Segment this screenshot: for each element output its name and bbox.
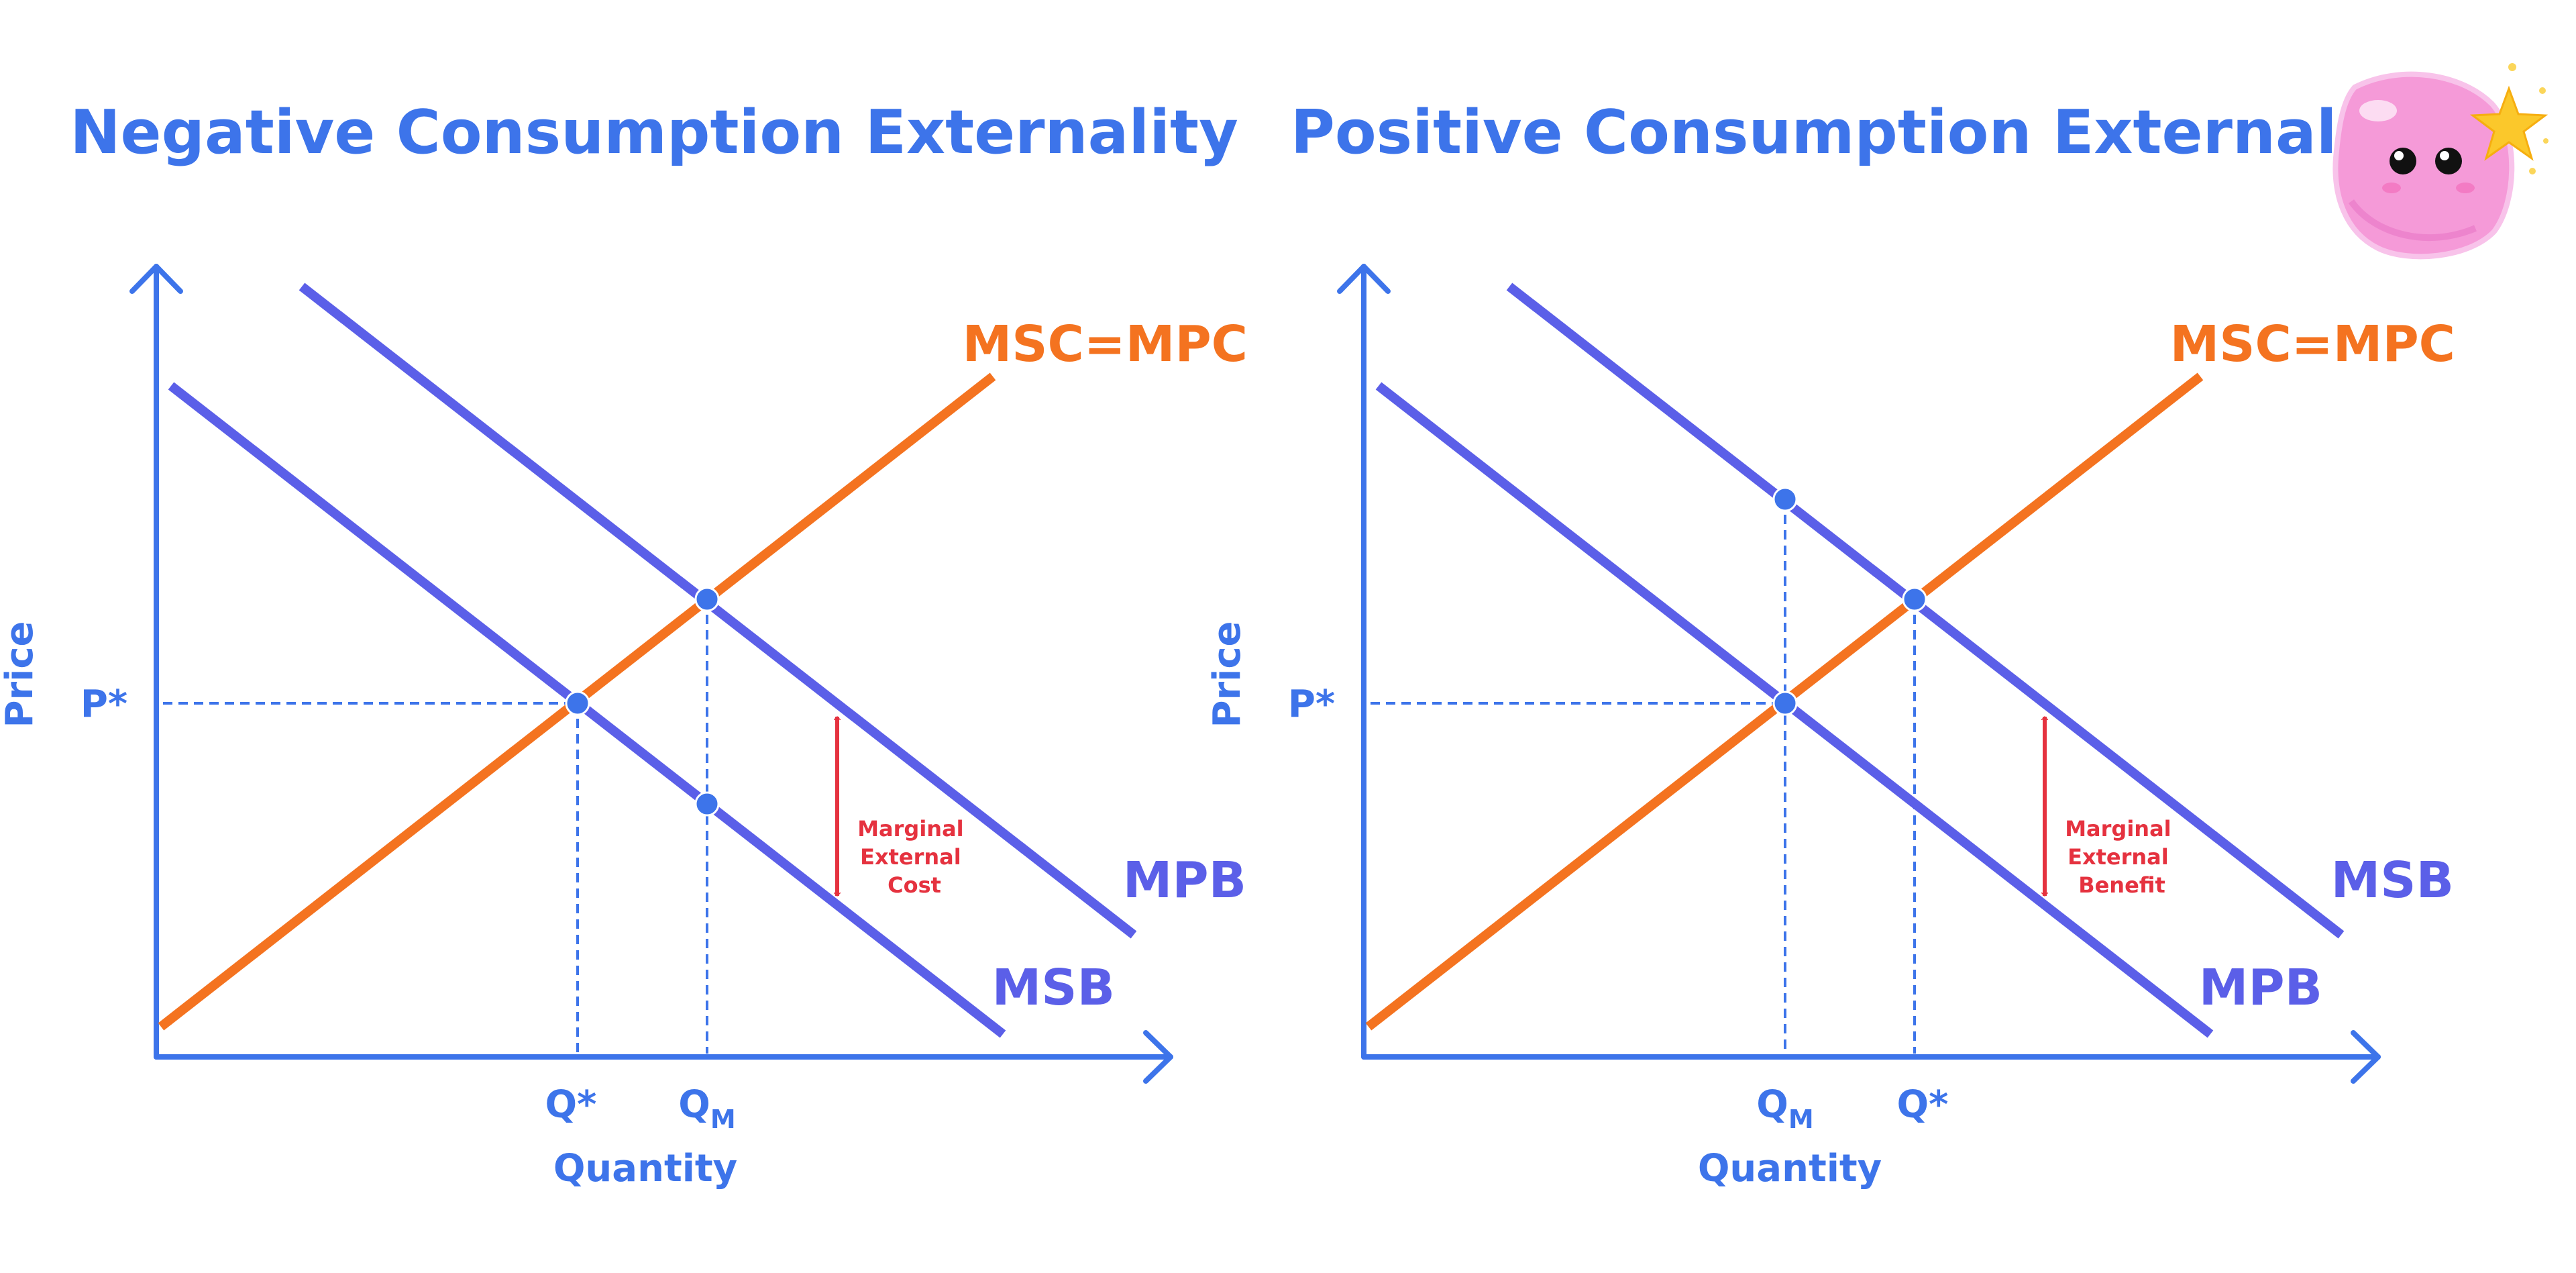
msb-at-market-quantity-point	[1772, 487, 1798, 512]
guide-lines	[163, 599, 708, 1054]
panel-title: Negative Consumption Externality	[70, 97, 1238, 168]
equilibrium-points	[565, 587, 720, 817]
social-optimum-point	[565, 691, 590, 716]
q-star-label: Q*	[545, 1083, 597, 1127]
annotation-line-1: Marginal	[2065, 816, 2171, 842]
annotation-line-3: Cost	[888, 872, 941, 898]
msb-at-market-quantity-point	[694, 791, 720, 817]
negative-externality-panel: Negative Consumption Externality Price	[0, 97, 1248, 1190]
annotation-line-2: External	[860, 844, 961, 870]
upper-demand-curve-label: MPB	[1123, 852, 1246, 909]
axes	[1337, 264, 2381, 1084]
q-star-label: Q*	[1897, 1083, 1949, 1127]
panel-title: Positive Consumption Externality	[1291, 97, 2426, 168]
annotation-line-2: External	[2068, 844, 2169, 870]
upper-demand-curve-mpb	[299, 283, 1137, 939]
price-star-label: P*	[1288, 682, 1335, 726]
q-market-subscript: M	[710, 1105, 736, 1134]
market-equilibrium-point	[1772, 691, 1798, 716]
supply-curve-label: MSC=MPC	[963, 315, 1248, 373]
pink-blob-mascot-icon	[2332, 71, 2515, 260]
upper-demand-curve-label: MSB	[2331, 852, 2454, 909]
q-star-main: Q*	[545, 1083, 597, 1127]
y-axis-title: Price	[1205, 621, 1249, 727]
q-market-label: QM	[1756, 1083, 1813, 1134]
y-axis-arrowhead	[1337, 264, 1391, 294]
equilibrium-points	[1772, 487, 1927, 716]
q-market-main: Q	[678, 1083, 710, 1127]
y-axis-title: Price	[0, 621, 42, 727]
lower-demand-curve-label: MSB	[992, 959, 1115, 1017]
lower-demand-curve-label: MPB	[2199, 959, 2322, 1017]
social-optimum-point	[1902, 587, 1927, 612]
y-axis-arrowhead	[129, 264, 183, 294]
price-star-label: P*	[80, 682, 127, 726]
annotation-line-3: Benefit	[2078, 872, 2165, 898]
market-equilibrium-point	[694, 587, 720, 612]
q-market-label: QM	[678, 1083, 735, 1134]
upper-demand-curve-msb	[1506, 283, 2345, 939]
x-axis-title: Quantity	[553, 1147, 737, 1190]
guide-lines	[1371, 499, 1916, 1054]
annotation-line-1: Marginal	[857, 816, 963, 842]
x-axis-title: Quantity	[1698, 1147, 1882, 1190]
star-icon	[2469, 63, 2548, 174]
x-axis-arrowhead	[1143, 1030, 1173, 1084]
positive-externality-panel: Positive Consumption Externality Price P…	[1205, 97, 2455, 1190]
supply-curve-label: MSC=MPC	[2170, 315, 2455, 373]
axes	[129, 264, 1173, 1084]
marginal-external-cost-label: Marginal External Cost	[857, 816, 971, 898]
q-market-main: Q	[1756, 1083, 1788, 1127]
q-star-main: Q*	[1897, 1083, 1949, 1127]
marginal-external-benefit-label: Marginal External Benefit	[2065, 816, 2179, 898]
q-market-subscript: M	[1788, 1105, 1814, 1134]
x-axis-arrowhead	[2351, 1030, 2381, 1084]
